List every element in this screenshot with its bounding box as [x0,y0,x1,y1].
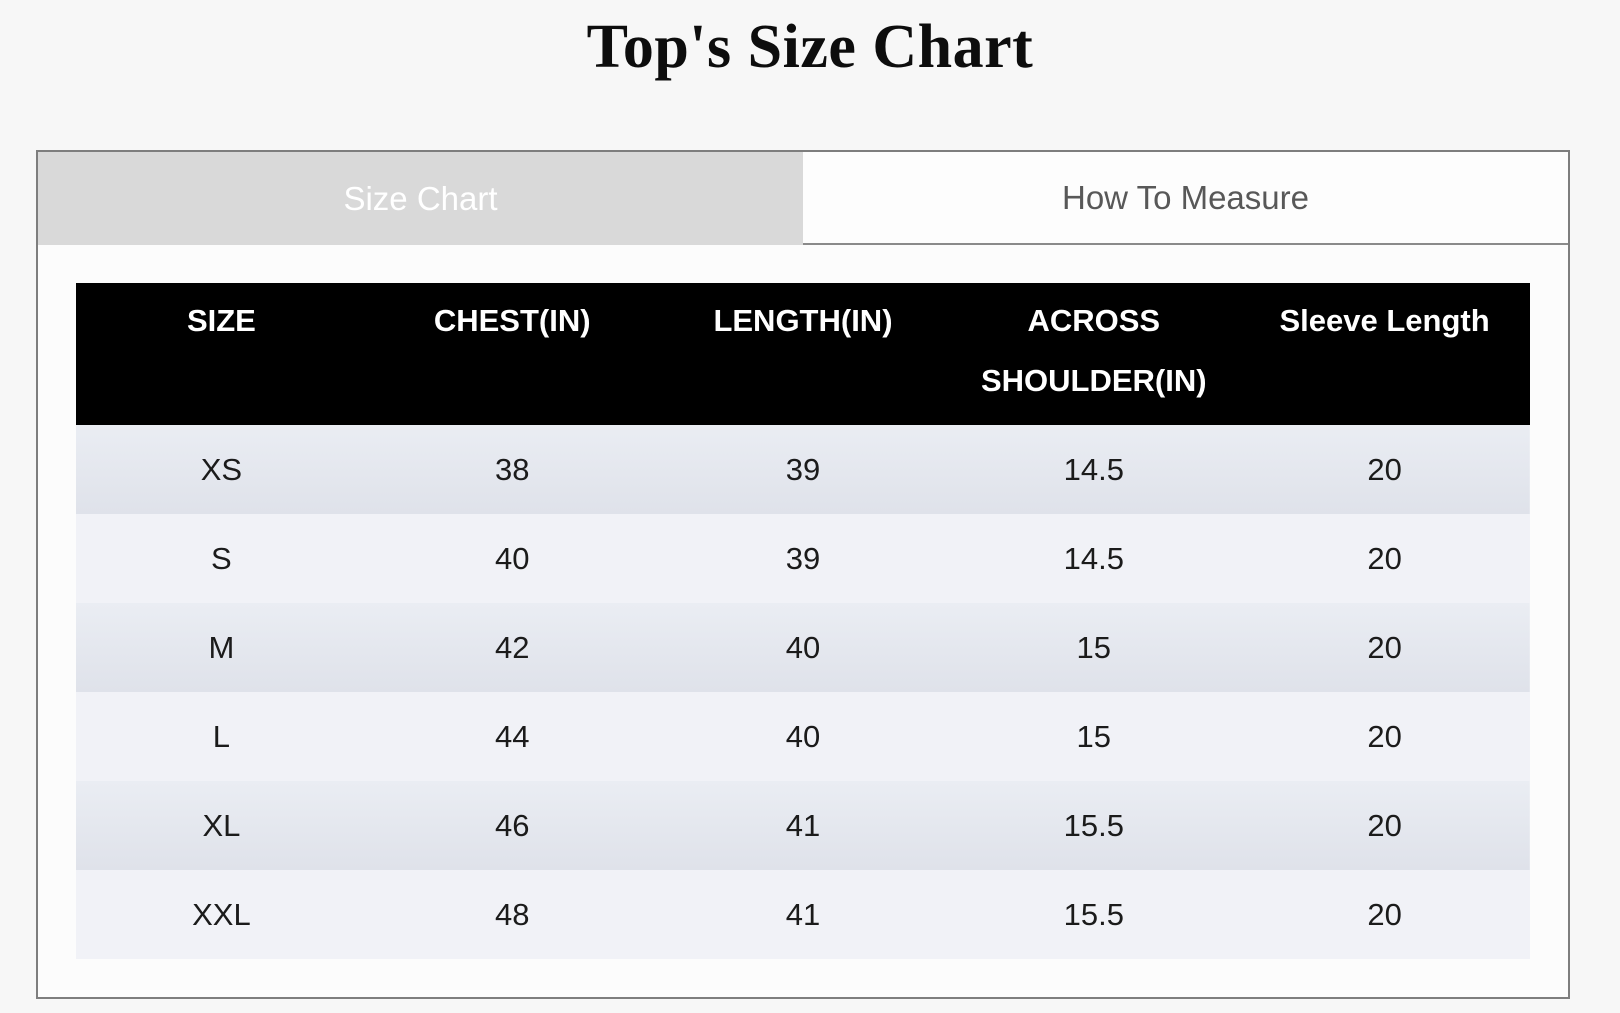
column-header-length: LENGTH(IN) [657,283,949,425]
tab-how-to-measure[interactable]: How To Measure [803,152,1568,245]
table-row: XL 46 41 15.5 20 [76,781,1530,870]
column-header-chest: CHEST(IN) [366,283,658,425]
table-row: XS 38 39 14.5 20 [76,425,1530,514]
column-header-across-shoulder: ACROSS SHOULDER(IN) [948,283,1240,425]
table-cell: 14.5 [1063,451,1124,487]
table-cell: XL [202,807,241,843]
size-chart-panel: Size Chart How To Measure SIZE CHEST(IN)… [36,150,1570,999]
table-cell: L [212,718,231,754]
tab-content: SIZE CHEST(IN) LENGTH(IN) ACROSS SHOULDE… [38,245,1568,997]
table-cell: 20 [1367,807,1402,843]
size-table-body: XS 38 39 14.5 20 S 40 39 14.5 20 M 42 40 15 20 L 44 40 15 2… [76,425,1530,959]
table-cell: 20 [1367,718,1402,754]
table-cell: 44 [494,718,530,754]
table-cell: 40 [785,629,821,665]
table-cell: 46 [494,807,530,843]
table-cell: S [211,540,232,576]
table-cell: XS [200,451,243,487]
table-row: L 44 40 15 20 [76,692,1530,781]
table-cell: 41 [785,896,821,932]
table-cell: M [208,629,235,665]
table-cell: 20 [1367,540,1402,576]
table-cell: 15.5 [1063,807,1124,843]
table-cell: 20 [1367,629,1402,665]
table-cell: 39 [785,451,821,487]
tab-bar: Size Chart How To Measure [38,152,1568,245]
table-cell: 40 [785,718,821,754]
page-title: Top's Size Chart [586,13,1034,81]
table-cell: 20 [1367,896,1402,932]
table-cell: 40 [494,540,530,576]
header-row: SIZE CHEST(IN) LENGTH(IN) ACROSS SHOULDE… [76,283,1530,425]
table-cell: 48 [494,896,530,932]
size-table: SIZE CHEST(IN) LENGTH(IN) ACROSS SHOULDE… [76,283,1530,959]
size-table-header: SIZE CHEST(IN) LENGTH(IN) ACROSS SHOULDE… [76,283,1530,425]
table-cell: 15 [1076,629,1112,665]
table-cell: XXL [192,896,251,932]
tab-size-chart[interactable]: Size Chart [38,152,803,245]
table-cell: 38 [494,451,530,487]
column-header-sleeve-length: Sleeve Length [1239,283,1530,425]
table-row: XXL 48 41 15.5 20 [76,870,1530,959]
table-cell: 14.5 [1063,540,1124,576]
table-cell: 42 [494,629,530,665]
table-row: M 42 40 15 20 [76,603,1530,692]
table-cell: 15 [1076,718,1112,754]
column-header-size: SIZE [76,283,367,425]
table-cell: 39 [785,540,821,576]
table-cell: 15.5 [1063,896,1124,932]
table-row: S 40 39 14.5 20 [76,514,1530,603]
table-cell: 41 [785,807,821,843]
table-cell: 20 [1367,451,1402,487]
